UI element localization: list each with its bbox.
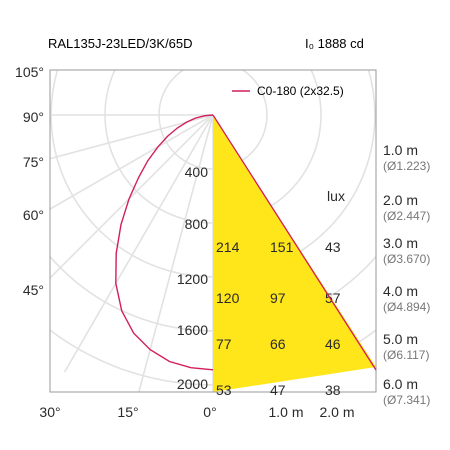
illuminance-value: 53: [216, 382, 232, 398]
illuminance-value: 57: [325, 290, 341, 306]
radial-label: 1600: [177, 322, 208, 338]
bottom-axis-label: 30°: [39, 404, 60, 420]
angle-label: 45°: [23, 282, 44, 298]
peak-intensity-label: I₀ 1888 cd: [305, 36, 364, 51]
grid-ray: [50, 114, 214, 280]
model-title: RAL135J-23LED/3K/65D: [48, 36, 193, 51]
distance-label: 6.0 m: [383, 376, 418, 392]
illuminance-value: 66: [270, 336, 286, 352]
illuminance-value: 38: [325, 382, 341, 398]
illuminance-value: 120: [216, 290, 240, 306]
angle-label: 60°: [23, 207, 44, 223]
light-cone-area: [213, 115, 376, 392]
polar-intensity-curve: [115, 114, 214, 371]
plot-frame: [49, 69, 377, 393]
legend-entry: C0-180 (2x32.5): [257, 84, 344, 98]
angle-label: 90°: [23, 109, 44, 125]
radial-label: 2000: [177, 376, 208, 392]
bottom-axis-label: 2.0 m: [319, 404, 354, 420]
diameter-label: (Ø1.223): [383, 159, 430, 173]
diameter-label: (Ø6.117): [383, 348, 429, 362]
distance-label: 4.0 m: [383, 283, 418, 299]
diameter-label: (Ø7.341): [383, 393, 430, 407]
diameter-label: (Ø2.447): [383, 209, 430, 223]
bottom-axis-label: 0°: [203, 404, 216, 420]
angle-label: 105°: [15, 64, 44, 80]
illuminance-value: 214: [216, 239, 240, 255]
radial-label: 800: [185, 216, 209, 232]
legend: C0-180 (2x32.5): [232, 84, 344, 98]
lux-unit-label: lux: [327, 188, 345, 204]
illuminance-value: 43: [325, 239, 341, 255]
distance-label: 1.0 m: [383, 142, 418, 158]
illuminance-value: 46: [325, 336, 341, 352]
distance-label: 5.0 m: [383, 331, 418, 347]
cone-edge-line: [212, 114, 377, 371]
diameter-label: (Ø3.670): [383, 252, 430, 266]
chart-labels: 105° 90° 75° 60° 45° 400 800 1200 1600 2000 30° 15°…: [15, 64, 430, 420]
radial-label: 400: [185, 164, 209, 180]
diameter-label: (Ø4.894): [383, 300, 430, 314]
grid-ray: [50, 114, 214, 211]
grid-ray: [63, 114, 214, 373]
illuminance-value: 77: [216, 336, 232, 352]
angle-label: 75°: [23, 154, 44, 170]
illuminance-value: 151: [270, 239, 294, 255]
distance-label: 2.0 m: [383, 192, 418, 208]
illuminance-value: 47: [270, 382, 286, 398]
bottom-axis-label: 1.0 m: [268, 404, 303, 420]
bottom-axis-label: 15°: [117, 404, 138, 420]
radial-label: 1200: [177, 271, 208, 287]
illuminance-value: 97: [270, 290, 286, 306]
grid-ray: [137, 114, 214, 392]
distance-label: 3.0 m: [383, 235, 418, 251]
grid-ray: [50, 114, 214, 160]
